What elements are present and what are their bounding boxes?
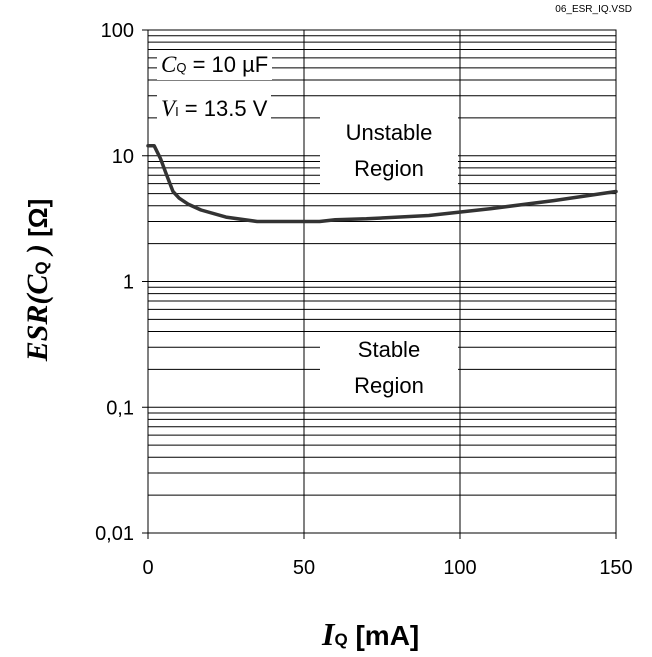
series-group — [146, 144, 618, 224]
x-tick-label: 100 — [443, 557, 476, 579]
cq-symbol: C — [161, 52, 177, 77]
vi-symbol: V — [161, 96, 176, 121]
unstable-line2: Region — [354, 156, 424, 181]
unstable-line1: Unstable — [345, 120, 433, 145]
x-axis-subscript: Q — [334, 630, 348, 649]
y-axis-subscript: Q — [32, 261, 51, 275]
x-tick-label: 150 — [599, 557, 632, 579]
y-tick-label: 0,01 — [95, 523, 134, 545]
vi-value: = 13.5 V — [178, 96, 268, 121]
y-tick-label: 100 — [101, 20, 134, 42]
x-axis-symbol: I — [322, 616, 335, 652]
cq-subscript: Q — [176, 60, 187, 75]
x-axis-title: IQ [mA] — [322, 616, 419, 653]
axis-ticks — [142, 29, 617, 539]
y-axis-suffix: ) — [21, 244, 54, 255]
unstable-region-label: Unstable Region — [320, 115, 458, 187]
y-axis-title: ESR(CQ ) [Ω] — [21, 199, 55, 362]
tick-labels: 0,01 0,1 1 10 100 0 50 100 150 — [95, 20, 633, 579]
y-axis-symbol: C — [21, 274, 54, 295]
y-axis-prefix: ESR( — [21, 294, 54, 362]
cq-annotation: CQ = 10 µF — [157, 50, 273, 80]
file-tag: 06_ESR_IQ.VSD — [555, 4, 632, 15]
esr-series-line — [146, 144, 618, 224]
stable-region-label: Stable Region — [320, 332, 458, 404]
x-axis-unit: [mA] — [355, 620, 420, 651]
vi-subscript: I — [175, 104, 179, 119]
vi-annotation: VI = 13.5 V — [157, 94, 272, 124]
x-tick-label: 50 — [293, 557, 315, 579]
stable-line2: Region — [354, 373, 424, 398]
y-tick-label: 10 — [112, 146, 134, 168]
y-tick-label: 1 — [123, 272, 134, 294]
cq-value: = 10 µF — [186, 52, 269, 77]
stable-line1: Stable — [357, 337, 421, 362]
y-tick-label: 0,1 — [106, 397, 134, 419]
y-axis-unit: [Ω] — [23, 198, 53, 237]
x-tick-label: 0 — [142, 557, 153, 579]
